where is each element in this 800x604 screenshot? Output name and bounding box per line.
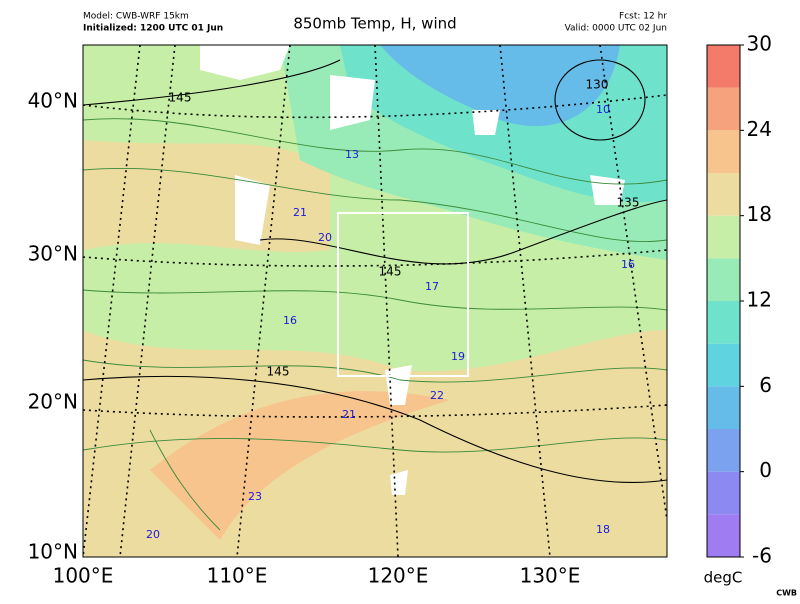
lon-label: 100°E	[53, 564, 114, 588]
isotherms	[83, 118, 667, 531]
height-contours	[83, 59, 667, 484]
height-label: 145	[267, 365, 290, 379]
temp-label: 23	[248, 490, 262, 503]
footer: CWB	[776, 589, 797, 598]
colorbar-tick-label: 6	[759, 373, 772, 397]
temp-label: 19	[451, 350, 465, 363]
colorbar-band	[707, 301, 740, 344]
lon-label: 130°E	[520, 564, 581, 588]
lat-label: 10°N	[28, 540, 78, 564]
colorbar-band	[707, 429, 740, 472]
temp-label: 22	[430, 389, 444, 402]
height-label: 145	[169, 91, 192, 105]
colorbar-tick-label: 30	[747, 32, 772, 56]
colorbar-band	[707, 215, 740, 259]
warm-region	[83, 330, 667, 557]
colorbar-band	[707, 386, 740, 429]
warm-north	[83, 140, 330, 253]
colorbar-band	[707, 343, 740, 387]
lon-label: 110°E	[207, 564, 268, 588]
height-label: 135	[617, 196, 640, 210]
colorbar-tick-label: -6	[752, 544, 772, 568]
height-label: 145	[379, 265, 402, 279]
height-label: 130	[586, 78, 609, 92]
colorbar-band	[707, 130, 740, 173]
colorbar-band	[707, 45, 740, 88]
title: 850mb Temp, H, wind	[293, 15, 456, 33]
temp-label: 21	[293, 206, 307, 219]
inset-box	[337, 212, 469, 377]
init-label: Initialized: 1200 UTC 01 Jun	[83, 24, 223, 34]
temp-label: 20	[318, 231, 332, 244]
temp-label: 20	[146, 528, 160, 541]
hot-region	[150, 391, 450, 540]
fcst-label: Fcst: 12 hr	[619, 12, 667, 22]
lon-label: 120°E	[368, 564, 429, 588]
colorbar-unit: degC	[704, 569, 743, 587]
lat-label: 30°N	[28, 242, 78, 266]
map-frame	[82, 44, 668, 558]
graticule	[83, 45, 667, 557]
colorbar-tick-label: 24	[747, 117, 772, 141]
lat-label: 20°N	[28, 390, 78, 414]
colorbar-tick-label: 0	[759, 458, 772, 482]
colorbar-band	[707, 514, 740, 557]
colorbar-band	[707, 87, 740, 131]
temp-label: 21	[342, 408, 356, 421]
valid-label: Valid: 0000 UTC 02 Jun	[565, 24, 667, 34]
temp-label: 16	[283, 314, 297, 327]
lat-label: 40°N	[28, 89, 78, 113]
coldest-region	[380, 45, 620, 127]
colorbar-band	[707, 173, 740, 216]
temp-label: 17	[425, 280, 439, 293]
colorbar-tick-label: 12	[747, 288, 772, 312]
map-field	[83, 45, 667, 557]
model-label: Model: CWB-WRF 15km	[83, 12, 189, 22]
temp-label: 13	[345, 148, 359, 161]
temp-label: 10	[596, 103, 610, 116]
temp-label: 18	[596, 523, 610, 536]
colorbar-band	[707, 258, 740, 301]
temp-label: 16	[621, 258, 635, 271]
colorbar-tick-label: 18	[747, 202, 772, 226]
colorbar-band	[707, 471, 740, 515]
